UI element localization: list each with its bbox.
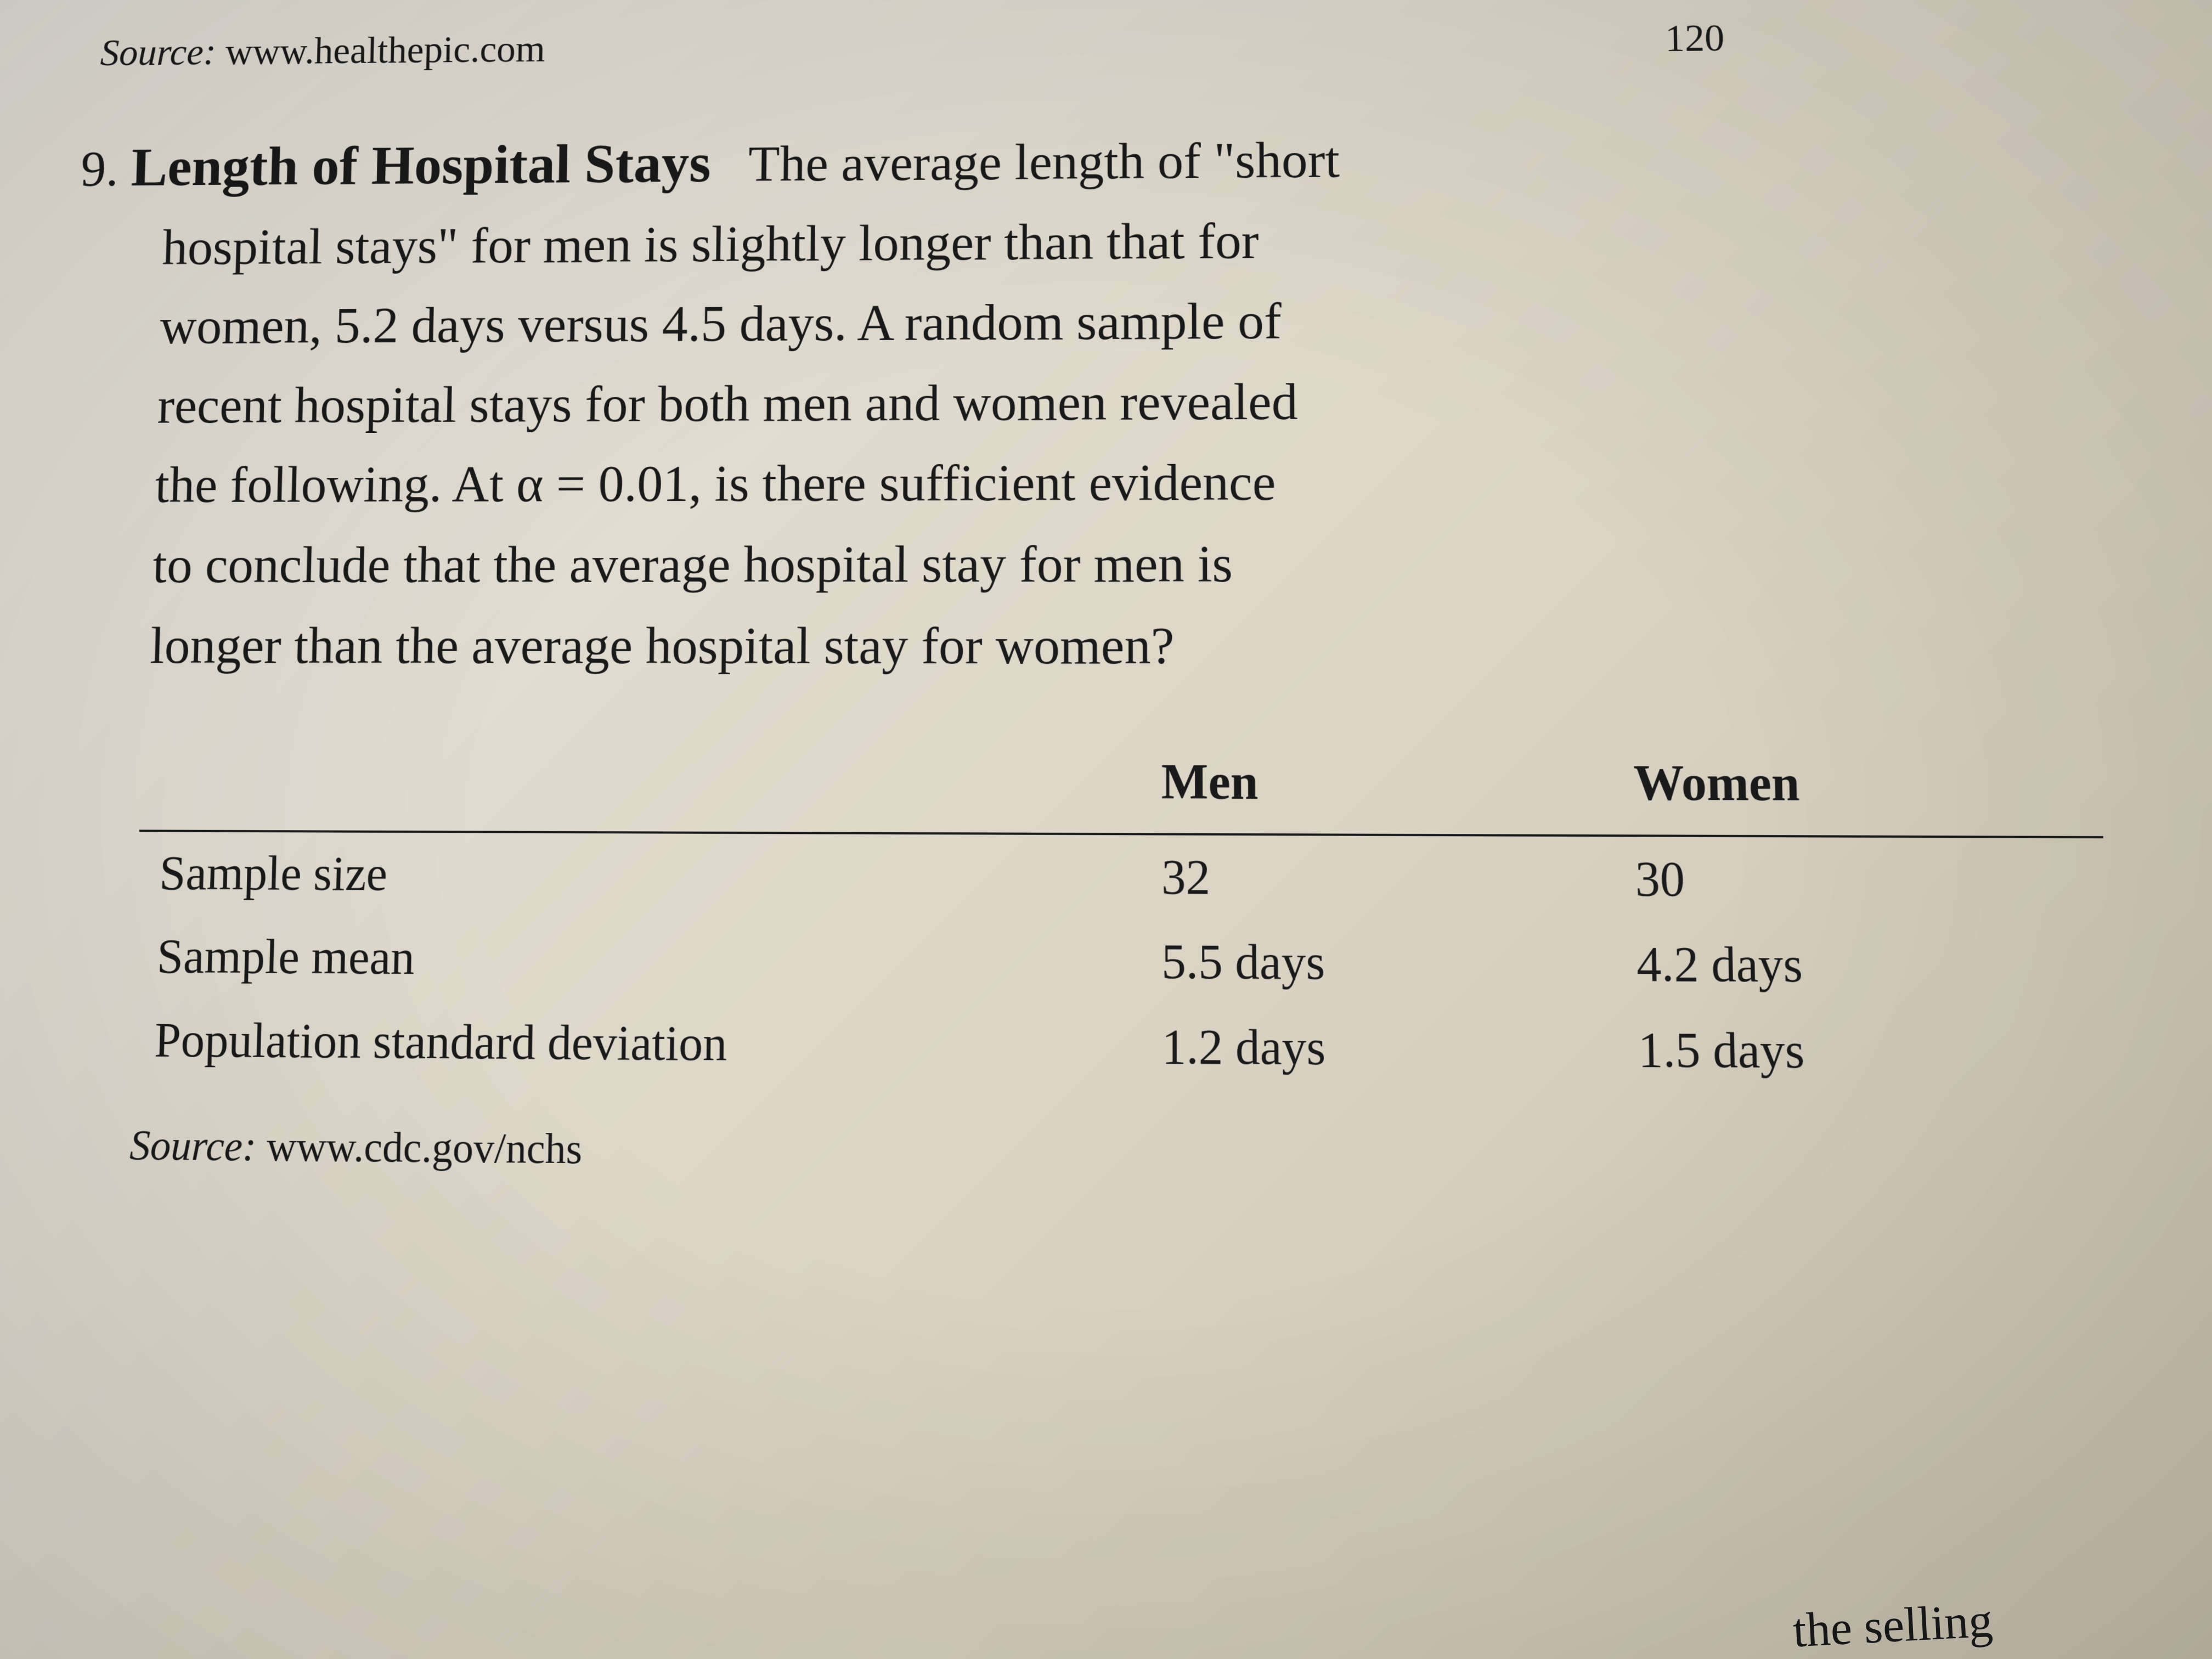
problem-number: 9. [80, 140, 120, 197]
table-row: Sample mean 5.5 days 4.2 days [134, 915, 2109, 1010]
page-number: 120 [1664, 16, 1725, 61]
top-header-line: Source: www.healthepic.com 120 [79, 12, 2168, 75]
problem-title: Length of Hospital Stays [131, 133, 712, 198]
problem-text-line-6: to conclude that the average hospital st… [66, 522, 2187, 605]
table-row: Population standard deviation 1.2 days 1… [132, 998, 2112, 1097]
table-header-row: Men Women [139, 741, 2103, 837]
problem-text-line-5: the following. At α = 0.01, is there suf… [69, 439, 2184, 526]
table-row: Sample size 32 30 [137, 831, 2106, 924]
table-header-men: Men [1106, 742, 1601, 836]
source-citation-top: Source: www.healthepic.com [100, 27, 546, 75]
source-url: www.healthepic.com [225, 27, 546, 72]
problem-text-line-7: longer than the average hospital stay fo… [64, 605, 2190, 688]
problem-text-line-3: women, 5.2 days versus 4.5 days. A rando… [75, 276, 2179, 366]
cell-men: 5.5 days [1106, 919, 1604, 1007]
row-label: Sample size [137, 831, 1106, 919]
row-label: Sample mean [134, 915, 1106, 1004]
problem-text-line-1: The average length of "short [748, 131, 1340, 192]
cell-men: 32 [1106, 834, 1602, 922]
table-header-women: Women [1599, 743, 2103, 837]
problem-text-line-4: recent hospital stays for both men and w… [72, 358, 2181, 446]
cell-women: 1.5 days [1604, 1007, 2112, 1097]
cell-men: 1.2 days [1106, 1004, 1605, 1093]
source-citation-bottom: Source: www.cdc.gov/nchs [42, 1120, 2207, 1188]
cutoff-text-fragment: the selling [1791, 1593, 1994, 1659]
data-table-container: Men Women Sample size 32 30 Sample mean … [46, 740, 2204, 1097]
source-url: www.cdc.gov/nchs [266, 1123, 583, 1173]
table-header-blank [139, 741, 1106, 834]
hospital-stays-table: Men Women Sample size 32 30 Sample mean … [132, 741, 2112, 1097]
source-label: Source: [129, 1122, 257, 1170]
problem-block: 9. Length of Hospital Stays The average … [59, 110, 2190, 688]
source-label: Source: [100, 31, 217, 74]
cell-women: 4.2 days [1602, 922, 2109, 1010]
cell-women: 30 [1601, 836, 2106, 924]
row-label: Population standard deviation [132, 998, 1106, 1090]
problem-text-line-2: hospital stays" for men is slightly long… [77, 195, 2175, 287]
textbook-page: Source: www.healthepic.com 120 9. Length… [42, 12, 2207, 1188]
